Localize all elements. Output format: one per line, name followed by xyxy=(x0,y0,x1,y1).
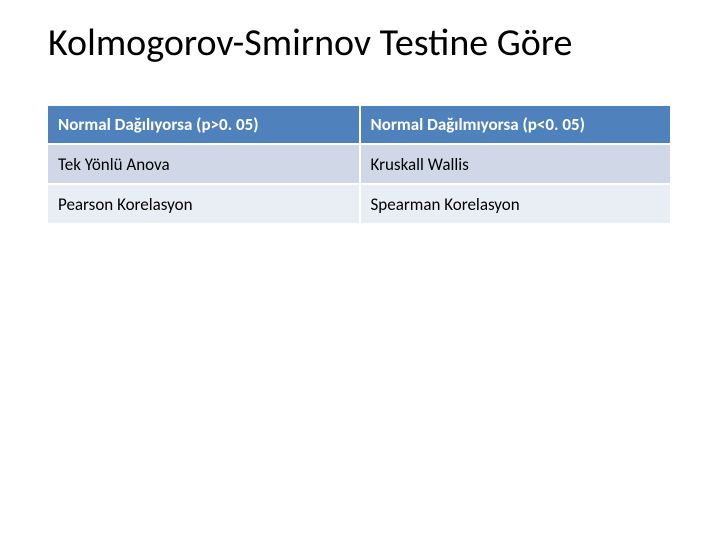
table-row: Pearson Korelasyon Spearman Korelasyon xyxy=(48,184,671,224)
comparison-table: Normal Dağılıyorsa (p>0. 05) Normal Dağı… xyxy=(48,106,672,225)
table-row: Tek Yönlü Anova Kruskall Wallis xyxy=(48,144,671,184)
cell-pearson: Pearson Korelasyon xyxy=(48,184,360,224)
cell-anova: Tek Yönlü Anova xyxy=(48,144,360,184)
col-header-normal: Normal Dağılıyorsa (p>0. 05) xyxy=(48,106,360,144)
cell-spearman: Spearman Korelasyon xyxy=(360,184,672,224)
page-title: Kolmogorov-Smirnov Testine Göre xyxy=(48,20,672,66)
table-header-row: Normal Dağılıyorsa (p>0. 05) Normal Dağı… xyxy=(48,106,671,144)
slide: Kolmogorov-Smirnov Testine Göre Normal D… xyxy=(0,0,720,540)
cell-kruskall: Kruskall Wallis xyxy=(360,144,672,184)
col-header-nonnormal: Normal Dağılmıyorsa (p<0. 05) xyxy=(360,106,672,144)
